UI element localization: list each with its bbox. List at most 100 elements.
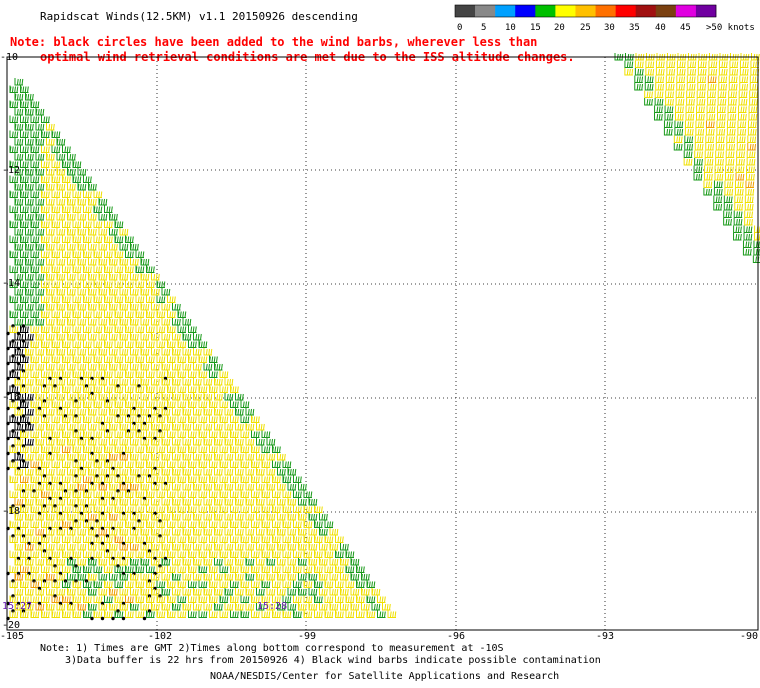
wind-barb <box>9 85 19 93</box>
wind-barb <box>287 528 297 536</box>
wind-barb <box>329 588 339 596</box>
contamination-dot <box>158 414 162 418</box>
wind-barb <box>256 558 265 566</box>
wind-barb <box>738 113 747 121</box>
wind-barb <box>739 60 749 68</box>
wind-barb <box>125 460 134 468</box>
legend-tick-label: >50 knots <box>706 23 755 33</box>
wind-barb <box>666 60 676 68</box>
wind-barb <box>114 430 124 438</box>
wind-barb <box>329 573 339 581</box>
wind-barb <box>345 595 355 603</box>
wind-barb <box>93 505 103 513</box>
contamination-dot <box>74 459 78 463</box>
wind-barb <box>235 513 244 521</box>
wind-barb <box>30 490 40 498</box>
wind-barb <box>214 498 223 506</box>
wind-barb <box>188 430 197 438</box>
wind-barb <box>46 393 55 401</box>
wind-barb <box>25 498 34 506</box>
wind-barb <box>203 543 213 551</box>
wind-barb <box>72 400 82 408</box>
contamination-dot <box>21 609 26 613</box>
wind-barb <box>245 498 255 506</box>
wind-barb <box>30 610 40 618</box>
wind-barb <box>83 400 92 408</box>
wind-barb <box>655 75 665 83</box>
wind-barb <box>135 295 145 303</box>
wind-barb <box>266 438 276 446</box>
wind-barb <box>135 610 145 618</box>
wind-barb <box>727 113 737 121</box>
wind-barb <box>235 588 244 596</box>
wind-barb <box>224 468 234 476</box>
wind-barb <box>167 505 176 513</box>
wind-barb <box>62 355 71 363</box>
wind-barb <box>735 165 745 173</box>
wind-barb <box>14 138 24 146</box>
wind-barb <box>705 120 715 128</box>
wind-barb <box>125 535 134 543</box>
wind-barb <box>104 475 113 483</box>
wind-barb <box>77 498 87 506</box>
wind-barb <box>114 340 124 348</box>
wind-barb <box>9 610 19 618</box>
wind-barb <box>146 310 155 318</box>
wind-barb <box>261 490 271 498</box>
wind-barb <box>361 603 370 611</box>
wind-barb <box>72 265 82 273</box>
wind-barb <box>20 475 29 483</box>
wind-barb <box>726 120 736 128</box>
wind-barb <box>676 75 686 83</box>
wind-barb <box>697 60 707 68</box>
wind-barb <box>172 348 181 356</box>
wind-barb <box>135 265 145 273</box>
wind-barb <box>156 445 166 453</box>
wind-barb <box>293 595 302 603</box>
wind-barb <box>14 453 24 461</box>
wind-barb <box>35 213 45 221</box>
wind-barb <box>88 423 97 431</box>
wind-barb <box>46 303 55 311</box>
wind-barb <box>56 498 66 506</box>
wind-barb <box>77 453 87 461</box>
wind-barb <box>172 333 181 341</box>
wind-barb <box>146 385 155 393</box>
wind-barb <box>20 505 29 513</box>
wind-barb <box>209 475 218 483</box>
wind-barb <box>30 385 40 393</box>
wind-barb <box>62 325 71 333</box>
contamination-dot <box>137 414 141 418</box>
wind-barb <box>664 113 674 121</box>
wind-barb <box>272 475 281 483</box>
wind-barb <box>736 143 746 151</box>
wind-barb <box>93 565 103 573</box>
wind-barb <box>746 150 756 158</box>
wind-barb <box>41 295 50 303</box>
wind-barb <box>109 513 118 521</box>
wind-barb <box>240 595 250 603</box>
wind-barb <box>156 535 166 543</box>
wind-barb <box>9 565 19 573</box>
wind-barb <box>88 558 97 566</box>
wind-barb <box>224 408 234 416</box>
wind-barb <box>77 603 87 611</box>
wind-barb <box>62 610 71 618</box>
wind-barb <box>161 498 171 506</box>
wind-barb <box>62 565 71 573</box>
contamination-dot <box>32 579 36 583</box>
wind-barb <box>114 550 124 558</box>
legend-tick-label: 0 <box>457 23 462 33</box>
wind-barb <box>9 220 19 228</box>
wind-barb <box>56 348 66 356</box>
wind-barb <box>25 378 34 386</box>
wind-barb <box>130 498 139 506</box>
wind-barb <box>30 415 40 423</box>
wind-barb <box>67 513 76 521</box>
wind-barb <box>177 490 187 498</box>
wind-barb <box>109 378 118 386</box>
wind-barb <box>67 273 76 281</box>
wind-barb <box>345 580 355 588</box>
wind-barb <box>167 340 176 348</box>
wind-barb <box>674 120 684 128</box>
